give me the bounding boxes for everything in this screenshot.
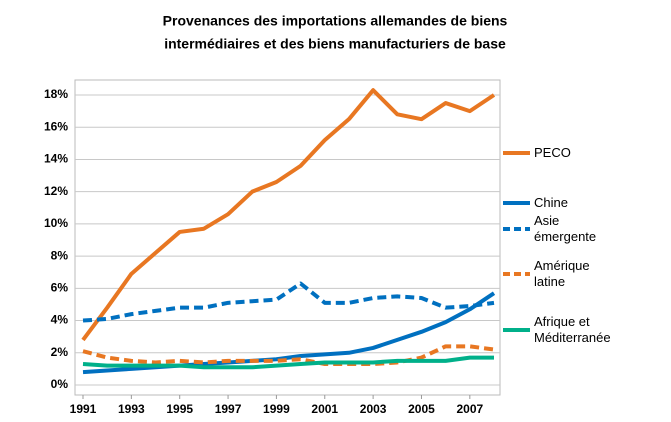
y-tick-label: 8% [51,248,69,262]
x-tick-label: 1995 [166,402,193,416]
y-tick-label: 4% [51,313,69,327]
legend-label: Chine [534,195,568,210]
legend-label: Afrique et Méditerranée [534,314,611,345]
x-tick-label: 2005 [408,402,435,416]
x-tick-label: 2003 [360,402,387,416]
y-tick-label: 10% [44,216,68,230]
y-tick-label: 14% [44,152,68,166]
y-tick-label: 18% [44,87,68,101]
x-tick-label: 2001 [311,402,338,416]
x-tick-label: 1991 [70,402,97,416]
y-tick-label: 0% [51,377,69,391]
series-line [81,88,496,342]
x-tick-label: 1997 [215,402,242,416]
y-tick-label: 16% [44,119,68,133]
legend-label: PECO [534,145,571,160]
x-tick-label: 2007 [456,402,483,416]
x-tick-label: 1993 [118,402,145,416]
chart-title: Provenances des importations allemandes … [163,13,508,29]
series-line [82,281,495,323]
plot-frame [74,79,501,396]
y-tick-label: 12% [44,184,68,198]
series-line [82,355,494,370]
y-tick-label: 6% [51,281,69,295]
y-tick-label: 2% [51,345,69,359]
legend-label: Amérique latine [534,258,590,289]
chart-title: intermédiaires et des biens manufacturie… [164,36,506,52]
legend-label: Asie émergente [534,213,597,244]
x-tick-label: 1999 [263,402,290,416]
